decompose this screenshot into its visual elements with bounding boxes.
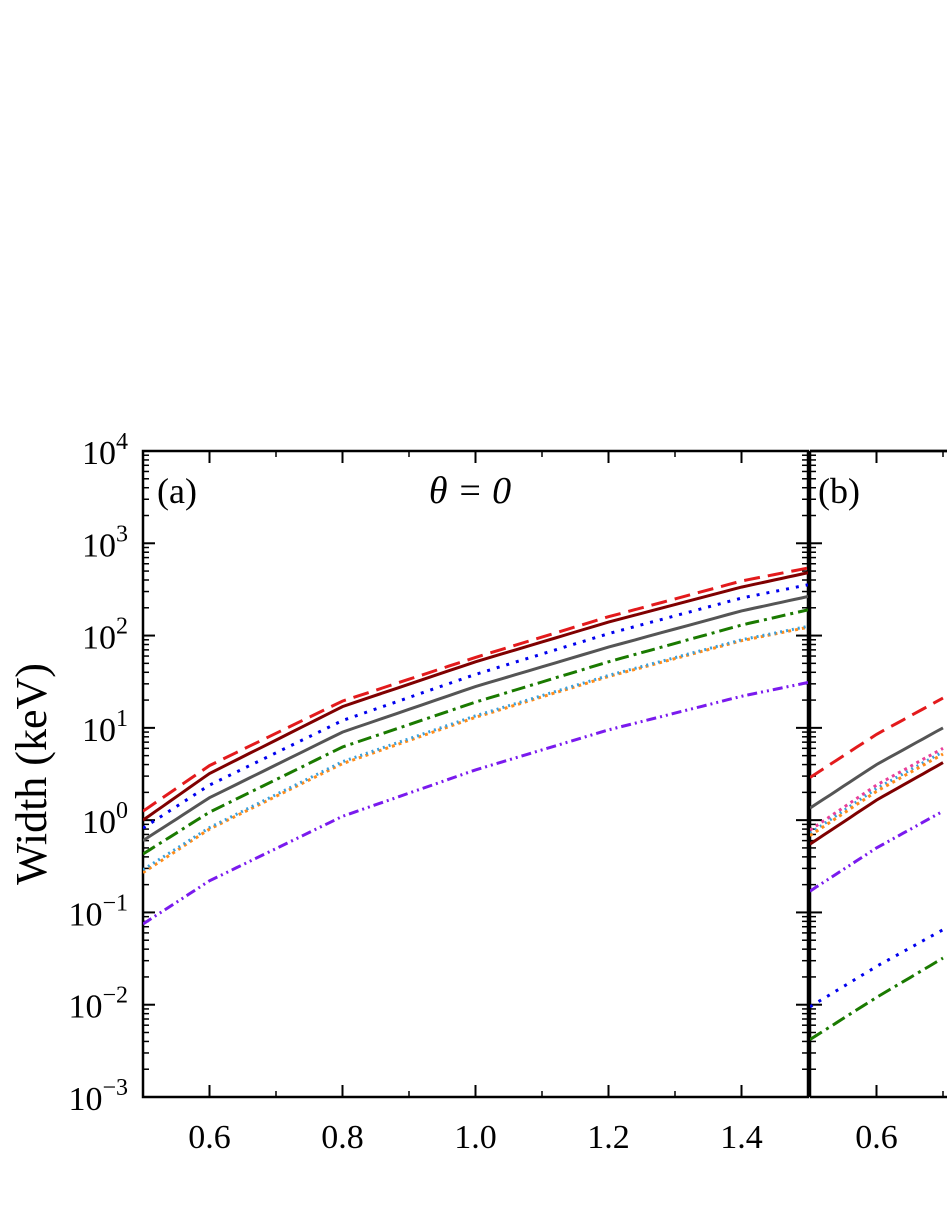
panel-b-series <box>810 696 944 1041</box>
x-tick-label: 0.8 <box>321 1119 364 1156</box>
y-tick-label: 100 <box>82 798 128 841</box>
series-line-a-4 <box>143 608 808 856</box>
series-line-b-1 <box>810 726 944 810</box>
x-tick-label: 0.6 <box>188 1119 231 1156</box>
series-line-b-5 <box>810 761 944 846</box>
series-line-b-6 <box>810 809 944 893</box>
series-line-b-8 <box>810 956 944 1041</box>
series-line-a-7 <box>143 681 808 926</box>
y-tick-label: 10−2 <box>68 983 128 1026</box>
y-tick-label: 103 <box>82 521 128 564</box>
panel-a-frame <box>141 449 810 1099</box>
y-tick-label: 104 <box>82 429 128 472</box>
y-tick-label: 10−3 <box>68 1075 128 1118</box>
series-line-b-4 <box>810 752 944 837</box>
panel-b-label: (b) <box>818 471 860 511</box>
series-line-a-3 <box>143 595 808 842</box>
x-tick-label: 1.2 <box>587 1119 630 1156</box>
series-line-a-6 <box>143 624 808 872</box>
y-tick-label: 101 <box>82 706 128 749</box>
panel-a-title: θ = 0 <box>429 470 511 512</box>
ticks-layer <box>143 450 944 1098</box>
y-tick-label: 10−1 <box>68 890 128 933</box>
labels-layer: 10−3 10−2 10−1 100 101 102 103 104 0.6 0.8 1.0 1.2 1… <box>68 429 897 1156</box>
series-line-b-7 <box>810 928 944 1009</box>
x-tick-label: 1.4 <box>720 1119 763 1156</box>
x-tick-label: 1.0 <box>454 1119 497 1156</box>
series-line-a-0 <box>143 566 808 813</box>
panel-a-series <box>143 566 808 926</box>
series-line-a-5 <box>143 625 808 874</box>
series-line-a-1 <box>143 571 808 822</box>
series-line-b-0 <box>810 696 944 779</box>
panel-a-label: (a) <box>157 471 197 511</box>
y-tick-label: 102 <box>82 614 128 657</box>
x-tick-label: 0.6 <box>855 1119 898 1156</box>
y-axis-title: Width (keV) <box>7 663 56 885</box>
